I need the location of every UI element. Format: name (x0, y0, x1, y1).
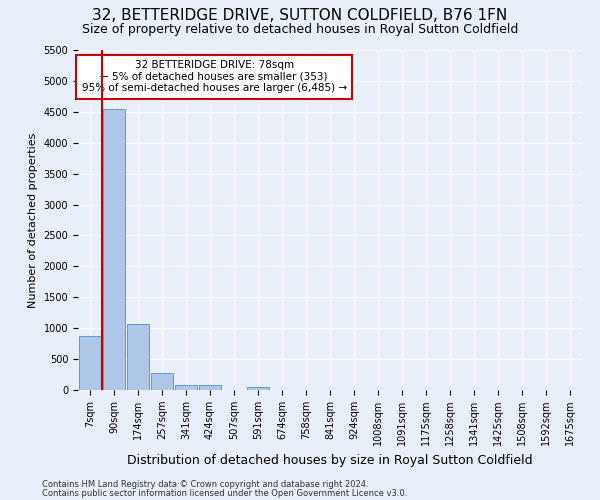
Y-axis label: Number of detached properties: Number of detached properties (28, 132, 38, 308)
X-axis label: Distribution of detached houses by size in Royal Sutton Coldfield: Distribution of detached houses by size … (127, 454, 533, 466)
Bar (127, 324, 149, 390)
Text: Contains HM Land Registry data © Crown copyright and database right 2024.: Contains HM Land Registry data © Crown c… (42, 480, 368, 489)
Bar (247, 386, 269, 390)
Bar (79, 336, 101, 390)
Bar (151, 374, 173, 390)
Text: 32, BETTERIDGE DRIVE, SUTTON COLDFIELD, B76 1FN: 32, BETTERIDGE DRIVE, SUTTON COLDFIELD, … (92, 8, 508, 22)
Bar (103, 108, 125, 390)
Text: Contains public sector information licensed under the Open Government Licence v3: Contains public sector information licen… (42, 489, 407, 498)
Bar (199, 385, 221, 390)
Bar (175, 385, 197, 390)
Text: Size of property relative to detached houses in Royal Sutton Coldfield: Size of property relative to detached ho… (82, 22, 518, 36)
Text: 32 BETTERIDGE DRIVE: 78sqm
← 5% of detached houses are smaller (353)
95% of semi: 32 BETTERIDGE DRIVE: 78sqm ← 5% of detac… (82, 60, 347, 94)
